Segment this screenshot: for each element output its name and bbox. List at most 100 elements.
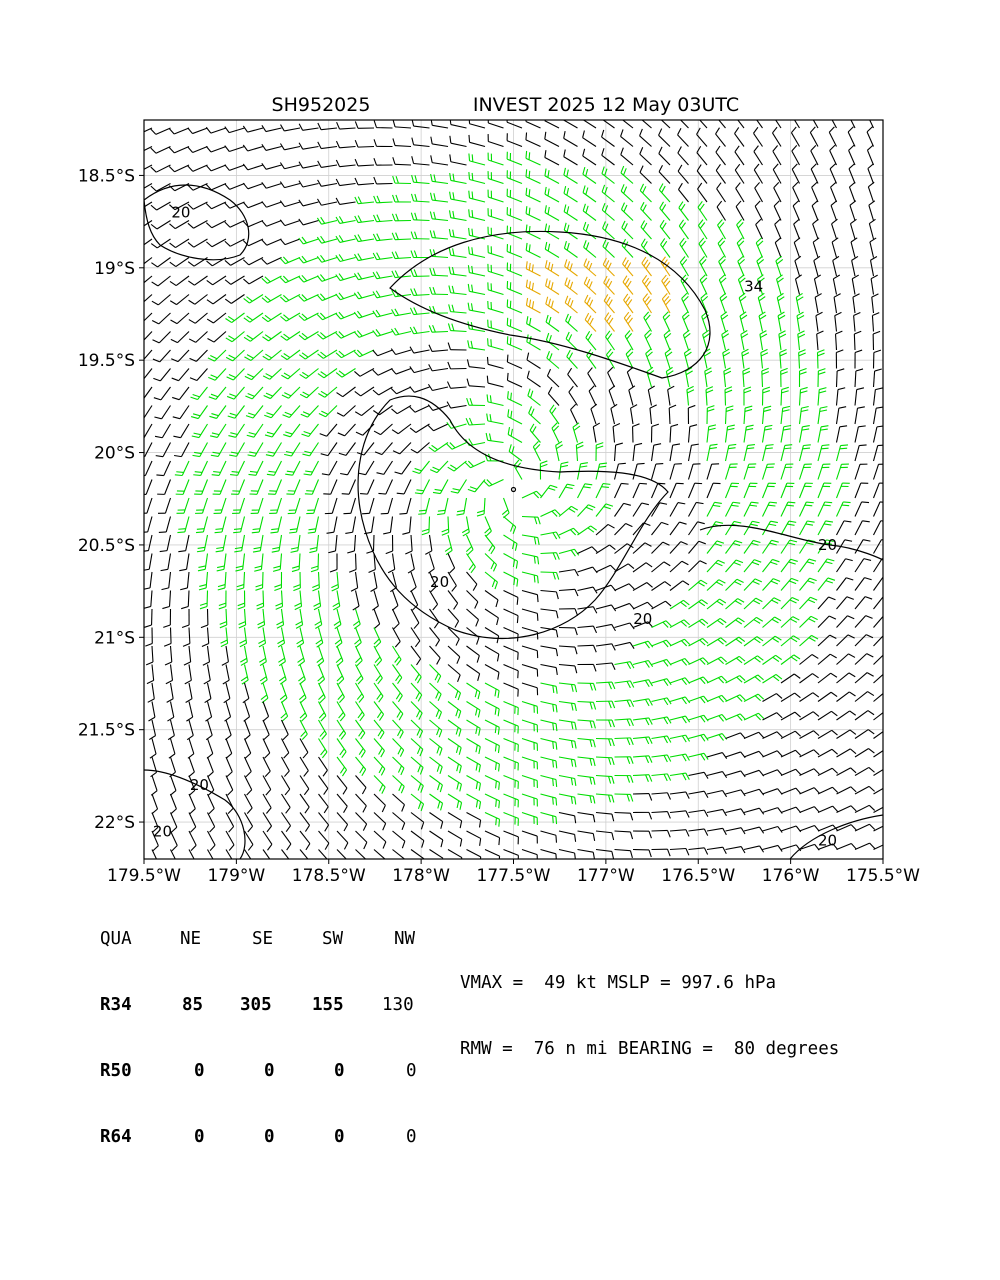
wind-barb <box>615 463 626 479</box>
wind-barb <box>763 559 780 572</box>
wind-barb <box>707 695 727 702</box>
wind-barb <box>393 665 402 684</box>
wind-barb <box>603 221 615 239</box>
wind-barb <box>670 716 690 723</box>
wind-barb <box>430 850 443 866</box>
wind-barb <box>793 182 800 202</box>
wind-barb <box>725 387 732 406</box>
wind-barb <box>232 498 244 513</box>
wind-barb <box>781 387 789 405</box>
wind-barb <box>192 443 207 457</box>
wind-barb <box>707 502 722 516</box>
wind-barb <box>763 387 770 405</box>
wind-barb <box>294 591 301 610</box>
wind-barb <box>485 757 499 771</box>
wind-barb <box>507 318 522 332</box>
wind-barb <box>485 776 499 790</box>
wind-barb <box>854 331 861 350</box>
wind-barb <box>362 498 374 514</box>
wind-barb <box>373 253 392 260</box>
wind-barb <box>564 149 578 165</box>
wind-barb <box>393 157 411 165</box>
wind-barb <box>191 406 207 419</box>
wind-barb <box>526 243 540 258</box>
wind-barb <box>206 165 226 171</box>
wind-barb <box>578 626 597 633</box>
wind-barb <box>874 407 884 424</box>
wind-barb <box>818 483 831 498</box>
wind-barb <box>411 609 419 629</box>
wind-barb <box>633 543 651 554</box>
wind-barb <box>447 421 467 428</box>
wind-barb <box>800 712 819 720</box>
wind-barb <box>800 406 809 424</box>
wind-barb <box>431 137 448 147</box>
wind-barb <box>837 597 854 609</box>
wind-barb <box>469 116 485 128</box>
wind-barb <box>184 646 191 665</box>
wind-barb <box>818 806 838 812</box>
wind-barb <box>393 609 400 629</box>
wind-barb <box>504 850 519 863</box>
wind-barb <box>744 656 763 665</box>
wind-barb <box>849 145 855 165</box>
wind-barb <box>262 276 282 283</box>
wind-barb <box>262 163 282 169</box>
wind-barb <box>177 517 189 533</box>
wind-barb <box>154 406 170 419</box>
wind-barb <box>541 572 559 580</box>
wind-barb <box>392 424 411 434</box>
wind-barb <box>541 553 560 560</box>
wind-barb <box>794 219 800 239</box>
wind-barb <box>559 589 578 596</box>
wind-barb <box>615 603 635 609</box>
wind-barb <box>701 293 708 313</box>
wind-barb <box>430 831 443 847</box>
wind-barb <box>652 717 671 724</box>
wind-barb <box>818 464 830 479</box>
wind-barb <box>818 350 825 369</box>
wind-barb <box>257 591 264 610</box>
wind-barb <box>744 675 764 683</box>
wind-barb <box>569 386 578 405</box>
wind-barb <box>640 129 652 147</box>
wind-barb <box>874 634 892 646</box>
wind-barb <box>800 502 814 516</box>
wind-barb <box>522 720 537 732</box>
wind-barb <box>216 535 226 552</box>
wind-barb <box>689 580 708 590</box>
wind-barb <box>707 809 726 815</box>
wind-barb <box>652 601 672 609</box>
contour-label: 20 <box>818 832 837 850</box>
wind-barb <box>485 535 495 554</box>
wind-barb <box>578 757 596 766</box>
wind-barb <box>393 776 405 794</box>
wind-barb <box>411 194 429 202</box>
wind-barb <box>874 483 887 498</box>
wind-barb <box>596 484 610 498</box>
wind-barb <box>222 646 229 665</box>
wind-barb <box>167 683 173 702</box>
wind-barb <box>430 813 443 829</box>
radii-header-row: QUA NE SE SW NW <box>100 928 142 950</box>
wind-barb <box>652 464 664 480</box>
y-tick-label: 19.5°S <box>78 351 135 371</box>
wind-barb <box>189 332 207 343</box>
wind-barb <box>314 591 321 610</box>
wind-barb <box>395 461 411 474</box>
wind-barb <box>615 757 634 764</box>
wind-barb <box>317 274 337 281</box>
wind-barb <box>157 480 170 495</box>
wind-barb <box>559 646 577 654</box>
wind-barb <box>855 843 875 849</box>
wind-barb <box>837 521 852 535</box>
wind-barb <box>874 464 886 479</box>
wind-barb <box>726 752 746 758</box>
wind-barb <box>488 171 503 183</box>
wind-barb <box>664 330 671 350</box>
wind-barb <box>578 831 595 841</box>
wind-barb <box>837 825 857 831</box>
wind-barb <box>726 733 746 739</box>
wind-barb <box>133 202 152 210</box>
wind-barb <box>726 425 735 442</box>
